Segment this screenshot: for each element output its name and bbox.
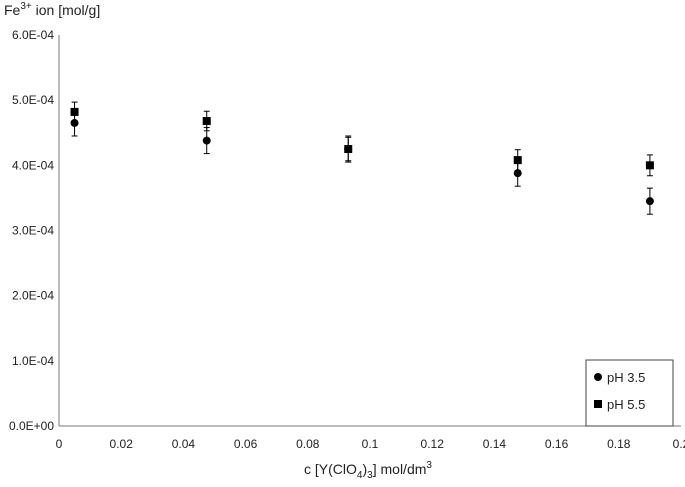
legend-label-ph55: pH 5.5: [607, 397, 645, 412]
point-square: [344, 145, 353, 154]
y-tick-label: 5.0E-04: [12, 93, 54, 107]
point-circle: [513, 169, 522, 178]
point-circle: [645, 197, 654, 206]
x-tick-label: 0.16: [545, 437, 569, 451]
legend-marker-circle: [594, 373, 602, 381]
x-tick-label: 0.02: [110, 437, 134, 451]
y-axis-title: Fe3+ ion [mol/g]: [4, 1, 100, 18]
y-tick-label: 1.0E-04: [12, 354, 54, 368]
point-circle: [70, 118, 79, 127]
x-tick-label: 0: [56, 437, 63, 451]
x-tick-label: 0.08: [296, 437, 320, 451]
tick-labels: 0 0.02 0.04 0.06 0.08 0.1 0.12 0.14 0.16 0.18 0.2 0…: [9, 28, 685, 451]
point-square: [202, 117, 211, 126]
legend-marker-square: [594, 400, 602, 408]
y-tick-label: 4.0E-04: [12, 158, 54, 172]
y-tick-label: 0.0E+00: [9, 419, 54, 433]
x-tick-label: 0.2: [673, 437, 685, 451]
point-circle: [202, 136, 211, 145]
x-tick-label: 0.1: [362, 437, 379, 451]
y-tick-label: 2.0E-04: [12, 289, 54, 303]
legend-label-ph35: pH 3.5: [607, 370, 645, 385]
legend: pH 3.5 pH 5.5: [585, 359, 674, 427]
point-square: [70, 107, 79, 116]
axes: [58, 35, 681, 427]
x-tick-label: 0.04: [172, 437, 196, 451]
x-tick-label: 0.12: [421, 437, 445, 451]
point-square: [513, 156, 522, 165]
y-tick-label: 6.0E-04: [12, 28, 54, 42]
point-square: [645, 161, 654, 170]
y-tick-label: 3.0E-04: [12, 224, 54, 238]
data-marks: [70, 101, 654, 215]
x-tick-label: 0.18: [607, 437, 631, 451]
x-tick-label: 0.06: [234, 437, 258, 451]
x-tick-label: 0.14: [483, 437, 507, 451]
x-axis-title: c [Y(ClO4)3] mol/dm3: [304, 460, 432, 481]
